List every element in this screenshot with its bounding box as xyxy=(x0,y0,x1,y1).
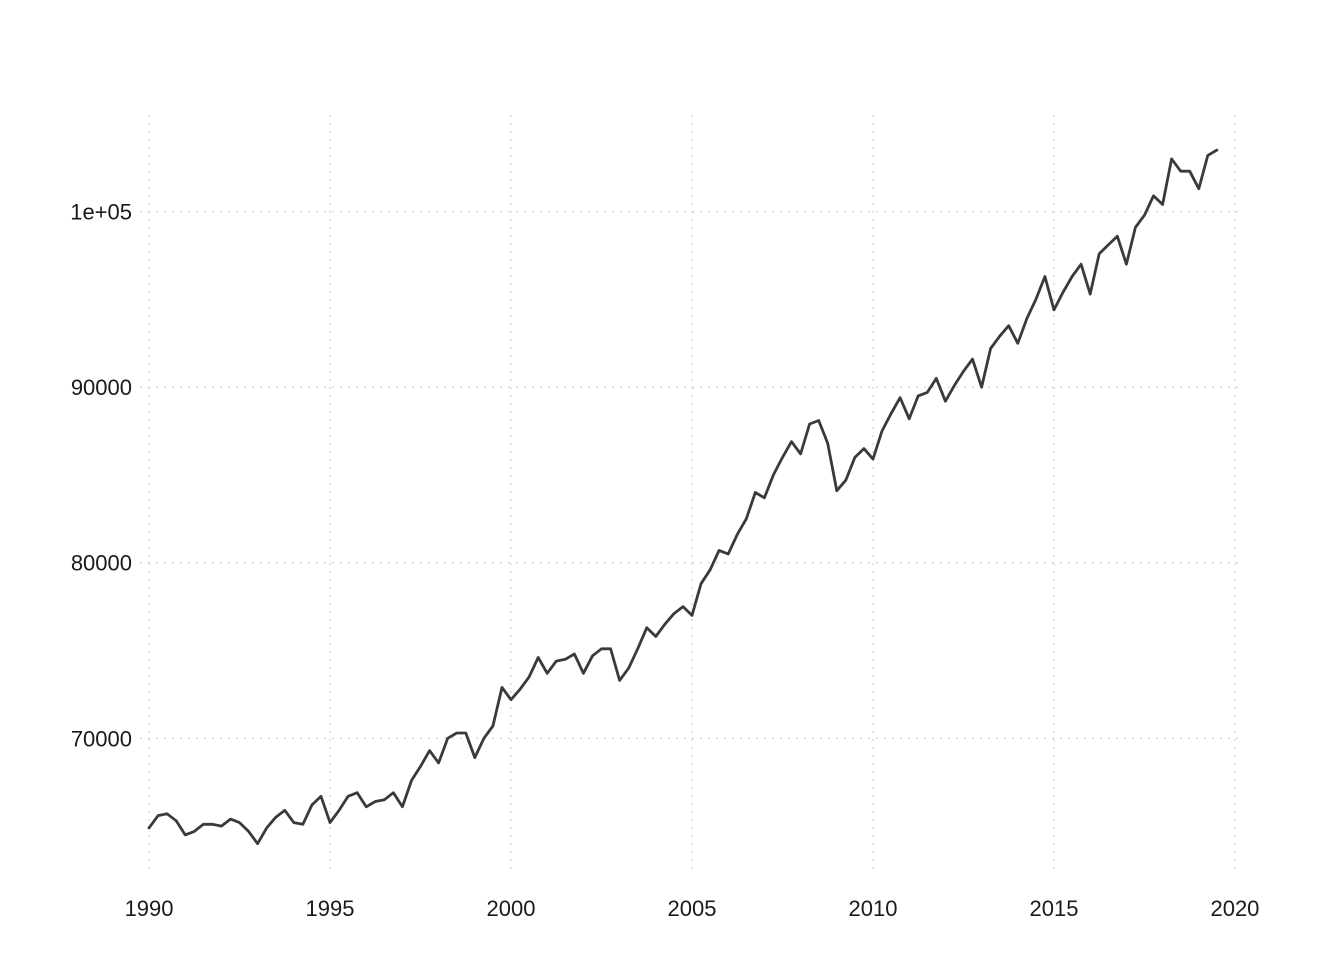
x-tick-label: 2010 xyxy=(849,896,898,921)
series-line xyxy=(147,148,1219,846)
x-axis-tick-labels: 1990 1995 2000 2005 2010 2015 2020 xyxy=(125,896,1260,921)
x-gridlines xyxy=(148,115,1236,870)
y-tick-label: 1e+05 xyxy=(70,200,132,225)
y-gridlines xyxy=(140,210,1244,739)
y-tick-label: 70000 xyxy=(71,726,132,751)
x-tick-label: 2015 xyxy=(1029,896,1078,921)
x-tick-label: 2000 xyxy=(487,896,536,921)
y-tick-label: 90000 xyxy=(71,375,132,400)
x-tick-label: 2005 xyxy=(668,896,717,921)
y-tick-label: 80000 xyxy=(71,551,132,576)
y-axis-tick-labels: 70000 80000 90000 1e+05 xyxy=(70,200,132,752)
x-tick-label: 1990 xyxy=(125,896,174,921)
x-tick-label: 1995 xyxy=(306,896,355,921)
x-tick-label: 2020 xyxy=(1210,896,1259,921)
